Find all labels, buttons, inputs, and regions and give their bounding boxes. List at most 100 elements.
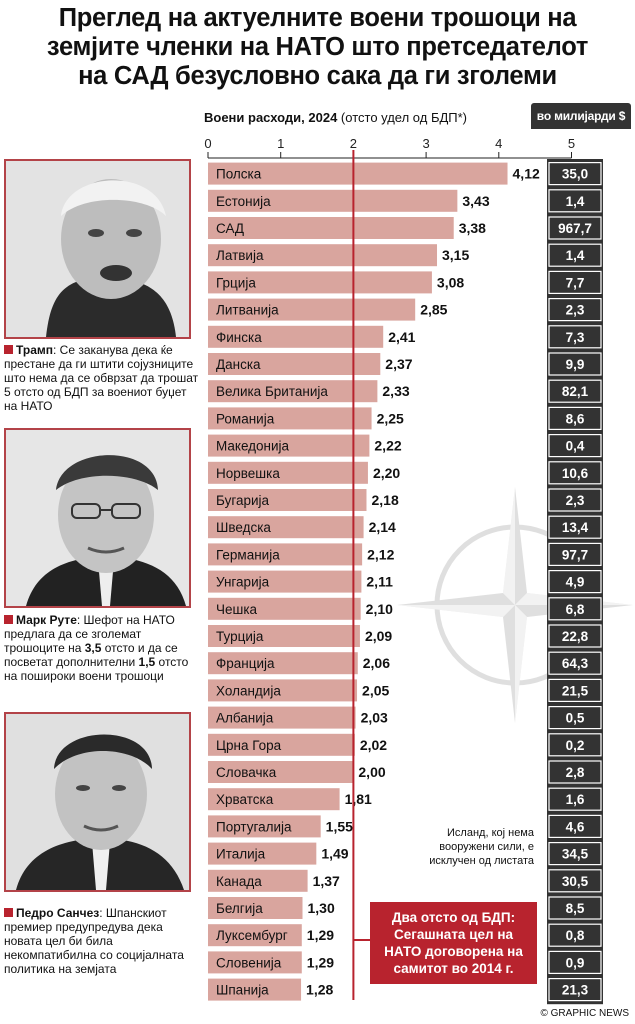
bar [208, 217, 454, 239]
category-label: Бугарија [216, 493, 269, 508]
category-label: Литванија [216, 303, 279, 318]
bar [208, 325, 384, 348]
bar [208, 924, 302, 947]
value-label: 2,14 [369, 519, 396, 535]
spending-value: 4,6 [566, 819, 585, 834]
spending-value: 0,9 [566, 955, 585, 970]
bar [208, 353, 381, 375]
bar [208, 733, 355, 756]
spending-value: 30,5 [562, 874, 589, 889]
spending-value: 64,3 [562, 656, 589, 671]
category-label: Унгарија [216, 575, 270, 590]
category-label: Чешка [216, 602, 258, 617]
spending-cell [548, 977, 602, 1002]
spending-column: 35,0 1,4 967,7 1,4 7,7 2,3 7,3 9,9 82,1 8,6 0,4 10,… [547, 159, 603, 1005]
x-tick-label: 3 [422, 136, 429, 151]
category-label: Италија [216, 847, 266, 862]
value-label: 2,10 [366, 601, 393, 617]
spending-value: 7,3 [566, 330, 585, 345]
value-label: 2,02 [360, 737, 387, 753]
spending-cell [548, 379, 602, 403]
spending-cell [548, 542, 602, 567]
spending-cell [548, 461, 602, 485]
sanchez-photo [4, 712, 191, 892]
category-label: Македонија [216, 439, 290, 454]
x-tick-label: 2 [350, 136, 357, 151]
money-column-header: во милијарди $ [531, 103, 631, 129]
bar [208, 516, 364, 539]
bar [208, 706, 356, 729]
bar [208, 951, 302, 974]
category-label: Хрватска [216, 792, 274, 807]
spending-cell [548, 651, 602, 675]
spending-cell [548, 325, 602, 349]
bar [208, 652, 358, 675]
value-label: 2,11 [366, 574, 393, 590]
spending-cell [548, 678, 602, 703]
category-label: Албанија [216, 711, 274, 726]
value-label: 1,55 [326, 818, 353, 834]
value-label: 3,43 [462, 193, 489, 209]
value-label: 2,85 [420, 302, 447, 318]
category-label: Данска [216, 357, 261, 372]
value-label: 1,29 [307, 927, 334, 943]
trump-portrait-icon [6, 161, 189, 337]
rutte-value-2: 1,5 [138, 655, 156, 669]
value-label: 2,41 [388, 329, 415, 345]
value-label: 1,29 [307, 954, 334, 970]
spending-cell [548, 406, 602, 430]
spending-cell [548, 624, 602, 648]
spending-cell [548, 515, 602, 539]
bar [208, 788, 340, 811]
spending-value: 10,6 [562, 466, 589, 481]
spending-cell [548, 787, 602, 811]
spending-cell [548, 569, 602, 594]
bar [208, 815, 321, 838]
spending-value: 8,5 [566, 901, 585, 916]
spending-value: 1,6 [566, 792, 585, 807]
spending-value: 21,5 [562, 683, 589, 698]
bar [208, 461, 368, 484]
value-label: 3,15 [442, 247, 469, 263]
bar [208, 842, 317, 865]
sanchez-quote: : Шпанскиот премиер предупредува дека но… [4, 906, 184, 976]
spending-value: 34,5 [562, 847, 589, 862]
title-line-1: Преглед на актуелните воени трошоци на [58, 4, 577, 32]
spending-cell [548, 896, 602, 920]
category-label: Португалија [216, 819, 292, 834]
trump-photo [4, 159, 191, 339]
bar [208, 625, 360, 647]
value-label: 2,12 [367, 546, 394, 562]
title-line-2: земјите членки на НАТО што претседателот [46, 33, 589, 61]
spending-column-bg [547, 159, 603, 1005]
bar [208, 244, 438, 267]
value-label: 1,81 [345, 791, 372, 807]
bar [208, 679, 358, 702]
x-axis: 0 1 2 3 4 5 [204, 136, 575, 159]
category-label: Шпанија [216, 983, 269, 998]
spending-value: 0,4 [566, 439, 585, 454]
category-label: Франција [216, 656, 275, 671]
sanchez-caption: Педро Санчез: Шпанскиот премиер предупре… [4, 906, 200, 976]
value-label: 2,37 [385, 356, 412, 372]
category-label: Грција [216, 275, 256, 290]
rutte-quote-c: отсто на пошироки воени трошоци [4, 655, 189, 683]
category-label: Холандија [216, 683, 281, 698]
x-tick-label: 1 [277, 136, 284, 151]
spending-value: 2,8 [566, 765, 585, 780]
bars: Полска 4,12 Естонија 3,43 САД 3,38 Латвија 3,15… [208, 162, 540, 1001]
value-label: 2,25 [377, 410, 404, 426]
category-label: Велика Британија [216, 384, 328, 399]
rutte-value-1: 3,5 [84, 641, 102, 655]
target-box-line-2: Сегашната цел на [394, 927, 513, 942]
category-label: Норвешка [216, 466, 280, 481]
category-label: Црна Гора [216, 738, 282, 753]
credit: © GRAPHIC NEWS [540, 1008, 630, 1019]
value-label: 3,08 [437, 274, 464, 290]
category-label: Словенија [216, 955, 282, 970]
spending-cell [548, 352, 602, 376]
category-label: Словачка [216, 765, 277, 780]
spending-value: 1,4 [566, 248, 585, 263]
category-label: Луксембург [216, 928, 288, 943]
